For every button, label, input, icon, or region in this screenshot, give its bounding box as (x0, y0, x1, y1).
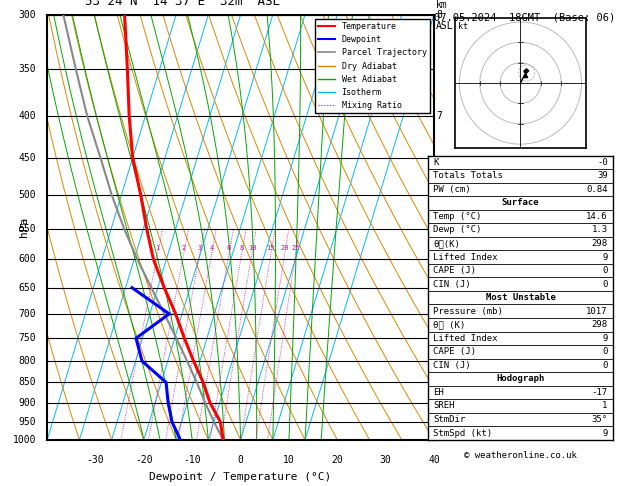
Text: LCL: LCL (436, 374, 451, 383)
Text: 750: 750 (19, 333, 36, 343)
Text: 35°: 35° (592, 415, 608, 424)
Text: © weatheronline.co.uk: © weatheronline.co.uk (464, 451, 577, 460)
Text: -30: -30 (87, 455, 104, 465)
Text: Surface: Surface (502, 198, 539, 208)
Text: 3: 3 (198, 245, 202, 251)
Text: 1.3: 1.3 (592, 226, 608, 234)
Text: 700: 700 (19, 309, 36, 319)
Text: hPa: hPa (19, 217, 29, 237)
Text: -10: -10 (184, 455, 201, 465)
Text: 2: 2 (182, 245, 186, 251)
Text: 600: 600 (19, 254, 36, 264)
Text: PW (cm): PW (cm) (433, 185, 471, 194)
Text: K: K (433, 158, 438, 167)
Text: 4: 4 (436, 283, 442, 293)
Text: 9: 9 (603, 334, 608, 343)
Text: 0: 0 (603, 347, 608, 356)
Text: 0: 0 (603, 279, 608, 289)
Text: 14.6: 14.6 (586, 212, 608, 221)
Legend: Temperature, Dewpoint, Parcel Trajectory, Dry Adiabat, Wet Adiabat, Isotherm, Mi: Temperature, Dewpoint, Parcel Trajectory… (315, 19, 430, 113)
Text: 300: 300 (19, 10, 36, 19)
Text: 8: 8 (436, 10, 442, 19)
Text: StmDir: StmDir (433, 415, 465, 424)
Text: 6: 6 (227, 245, 231, 251)
Text: θᴇ(K): θᴇ(K) (433, 239, 460, 248)
Text: km: km (436, 0, 448, 10)
Text: 39: 39 (597, 172, 608, 180)
Text: CAPE (J): CAPE (J) (433, 266, 476, 275)
Text: 8: 8 (240, 245, 244, 251)
Text: 350: 350 (19, 64, 36, 74)
Text: 400: 400 (19, 111, 36, 121)
Text: 1000: 1000 (13, 435, 36, 445)
Text: 07.05.2024  18GMT  (Base: 06): 07.05.2024 18GMT (Base: 06) (434, 12, 615, 22)
Text: Lifted Index: Lifted Index (433, 253, 498, 261)
Text: 0.84: 0.84 (586, 185, 608, 194)
Text: 53°24'N  14°37'E  32m  ASL: 53°24'N 14°37'E 32m ASL (85, 0, 280, 8)
Text: -0: -0 (597, 158, 608, 167)
Text: 3: 3 (436, 309, 442, 319)
Text: 1017: 1017 (586, 307, 608, 316)
Text: -17: -17 (592, 388, 608, 397)
Text: Totals Totals: Totals Totals (433, 172, 503, 180)
Text: 9: 9 (603, 253, 608, 261)
Text: 298: 298 (592, 239, 608, 248)
Text: Dewp (°C): Dewp (°C) (433, 226, 482, 234)
Text: 850: 850 (19, 378, 36, 387)
Text: Temp (°C): Temp (°C) (433, 212, 482, 221)
Text: 20: 20 (331, 455, 343, 465)
Text: 4: 4 (209, 245, 214, 251)
Text: 10: 10 (283, 455, 295, 465)
Text: 0: 0 (603, 266, 608, 275)
Text: Pressure (mb): Pressure (mb) (433, 307, 503, 316)
Text: 10: 10 (248, 245, 256, 251)
Text: θᴇ (K): θᴇ (K) (433, 320, 465, 329)
Text: CIN (J): CIN (J) (433, 279, 471, 289)
Text: 950: 950 (19, 417, 36, 427)
Text: 450: 450 (19, 153, 36, 163)
Text: 6: 6 (436, 190, 442, 200)
Text: 550: 550 (19, 224, 36, 234)
Text: SREH: SREH (433, 401, 455, 411)
Text: 800: 800 (19, 356, 36, 366)
Text: 7: 7 (436, 111, 442, 121)
Text: 5: 5 (436, 224, 442, 234)
Text: 1: 1 (436, 398, 442, 408)
Text: 500: 500 (19, 190, 36, 200)
Text: Most Unstable: Most Unstable (486, 293, 555, 302)
Text: 1: 1 (603, 401, 608, 411)
Text: 30: 30 (380, 455, 391, 465)
Text: 20: 20 (281, 245, 289, 251)
Text: -20: -20 (135, 455, 153, 465)
Text: StmSpd (kt): StmSpd (kt) (433, 429, 493, 437)
Text: ASL: ASL (436, 21, 454, 31)
Text: 2: 2 (436, 356, 442, 366)
Text: CIN (J): CIN (J) (433, 361, 471, 370)
Text: Lifted Index: Lifted Index (433, 334, 498, 343)
Text: CAPE (J): CAPE (J) (433, 347, 476, 356)
Text: 15: 15 (267, 245, 275, 251)
Text: 0: 0 (603, 361, 608, 370)
Text: 40: 40 (428, 455, 440, 465)
Text: 298: 298 (592, 320, 608, 329)
Text: kt: kt (458, 22, 468, 31)
Text: 900: 900 (19, 398, 36, 408)
Text: 650: 650 (19, 283, 36, 293)
Text: 1: 1 (155, 245, 160, 251)
Text: Dewpoint / Temperature (°C): Dewpoint / Temperature (°C) (150, 472, 331, 482)
Text: EH: EH (433, 388, 444, 397)
Text: 9: 9 (603, 429, 608, 437)
Text: Hodograph: Hodograph (496, 374, 545, 383)
Text: 0: 0 (238, 455, 243, 465)
Text: Mixing Ratio (g/kg): Mixing Ratio (g/kg) (483, 172, 493, 283)
Text: 25: 25 (292, 245, 300, 251)
